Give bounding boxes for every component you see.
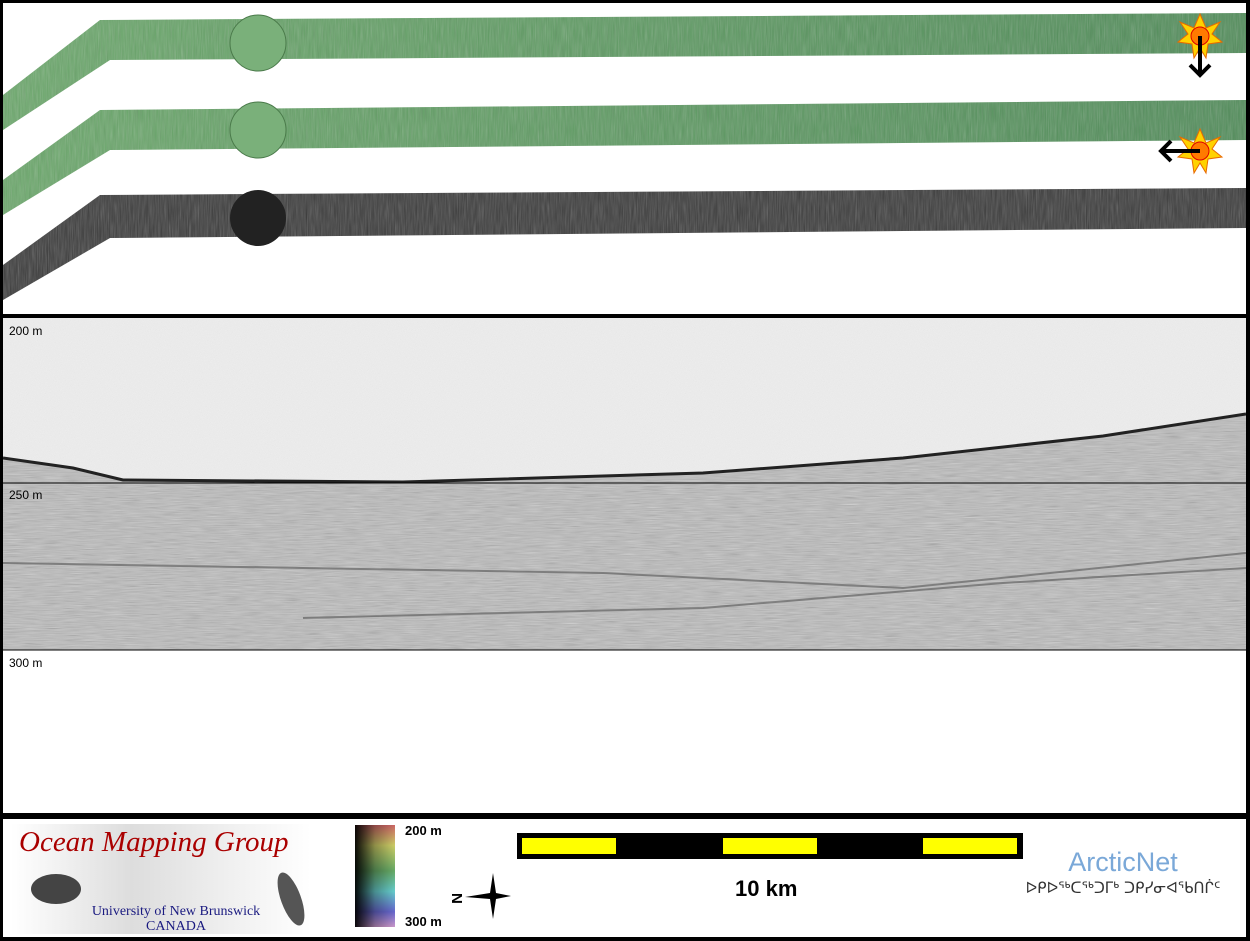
scale-segment — [723, 838, 817, 854]
arcticnet-logo: ArcticNet — [1068, 847, 1178, 877]
scale-label: 10 km — [735, 876, 798, 901]
logo-title: Ocean Mapping Group — [19, 826, 289, 858]
north-letter: N — [451, 893, 465, 904]
depth-label-300: 300 m — [9, 656, 43, 670]
swath-panel — [3, 3, 1246, 314]
logo-country: CANADA — [146, 919, 206, 934]
logo-image — [31, 872, 305, 926]
logo-university: University of New Brunswick — [91, 904, 261, 919]
ramp-label-bottom: 300 m — [405, 914, 442, 929]
scale-bar — [517, 833, 1023, 859]
scale-segment — [923, 838, 1017, 854]
swath-map — [3, 12, 1246, 300]
north-arrow: N — [451, 873, 511, 919]
seismic-profile-panel: 200 m 250 m 300 m — [3, 318, 1246, 813]
seismic-profile — [3, 318, 1246, 651]
ramp-label-top: 200 m — [405, 823, 442, 838]
swath-strip-2 — [3, 100, 1246, 215]
legend-panel: Ocean Mapping Group University of New Br… — [3, 819, 1246, 937]
depth-label-200: 200 m — [9, 324, 43, 338]
compass-star-icon — [465, 873, 511, 919]
ocean-mapping-group-logo: Ocean Mapping Group University of New Br… — [11, 824, 311, 934]
seafloor-reflector — [3, 412, 1246, 484]
depth-color-ramp — [355, 825, 395, 927]
scale-segment — [522, 838, 616, 854]
swath-strip-3 — [3, 188, 1246, 300]
arcticnet-syllabics: ᐅᑭᐅᖅᑕᖅᑐᒥᒃ ᑐᑭᓯᓂᐊᖃᑎᒌᑦ — [1025, 879, 1221, 897]
depth-label-250: 250 m — [9, 488, 43, 502]
arrow-left-icon — [1158, 139, 1200, 163]
swath-strip-1 — [3, 13, 1246, 130]
arrow-down-icon — [1188, 36, 1212, 78]
